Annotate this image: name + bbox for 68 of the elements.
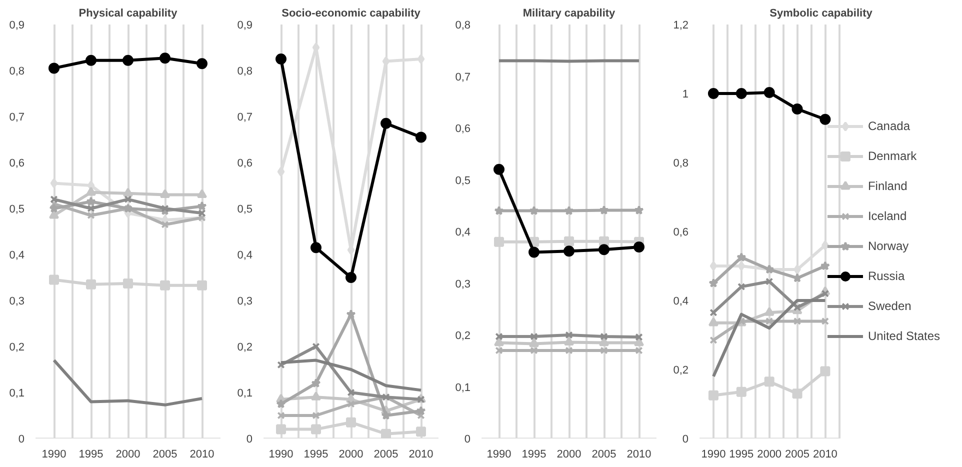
chart-title: Symbolic capability: [770, 8, 874, 20]
x-tick-label: 2005: [592, 448, 616, 460]
y-tick-label: 0,4: [9, 250, 25, 262]
x-tick-label: 2010: [190, 448, 214, 460]
y-tick-label: 0,3: [237, 296, 253, 308]
x-tick-label: 1990: [701, 448, 726, 460]
y-tick-label: 0,3: [455, 278, 471, 290]
legend-label: Russia: [868, 269, 906, 283]
x-tick-label: 2010: [626, 448, 652, 460]
y-tick-label: 0,5: [237, 204, 253, 216]
x-tick-label: 2000: [757, 448, 782, 460]
legend-label: Finland: [868, 179, 908, 193]
x-tick-label: 1990: [486, 448, 512, 460]
y-tick-label: 0,2: [455, 330, 471, 342]
y-tick-label: 0,7: [455, 71, 471, 84]
y-tick-label: 1,2: [673, 20, 689, 32]
y-tick-label: 0,4: [237, 250, 253, 262]
legend-label: United States: [868, 329, 940, 343]
x-tick-label: 2010: [812, 448, 838, 460]
y-tick-label: 0: [464, 434, 471, 446]
y-tick-label: 1: [682, 88, 689, 100]
y-tick-label: 0,2: [673, 364, 689, 376]
y-tick-label: 0,8: [673, 158, 689, 170]
y-tick-label: 0,5: [9, 204, 25, 216]
y-tick-label: 0,9: [9, 20, 25, 32]
y-tick-label: 0: [18, 434, 25, 446]
y-tick-label: 0,1: [455, 382, 471, 394]
x-tick-label: 1995: [304, 448, 328, 460]
y-tick-label: 0,4: [455, 226, 471, 238]
x-tick-label: 2010: [408, 448, 434, 460]
legend-label: Iceland: [868, 209, 908, 223]
legend-label: Norway: [868, 239, 909, 253]
y-tick-label: 0,3: [9, 296, 25, 308]
y-tick-label: 0,8: [237, 66, 253, 78]
x-tick-label: 1990: [42, 448, 66, 460]
x-tick-label: 2000: [338, 448, 364, 460]
y-tick-label: 0,1: [9, 388, 25, 400]
y-tick-label: 0,6: [9, 158, 25, 170]
y-tick-label: 0,1: [237, 388, 253, 400]
y-tick-label: 0: [246, 434, 253, 446]
x-tick-label: 1995: [729, 448, 754, 460]
x-tick-label: 1995: [78, 448, 104, 460]
x-tick-label: 1990: [268, 448, 294, 460]
legend-label: Denmark: [868, 149, 917, 163]
y-tick-label: 0,6: [673, 226, 689, 238]
y-tick-label: 0,7: [9, 112, 25, 124]
y-tick-label: 0,7: [237, 112, 253, 124]
chart-title: Military capability: [522, 8, 616, 20]
y-tick-label: 0,6: [237, 158, 253, 170]
y-tick-label: 0,9: [237, 20, 253, 32]
chart-title: Physical capability: [78, 8, 178, 20]
x-tick-label: 2005: [152, 448, 178, 460]
legend-label: Sweden: [868, 299, 912, 313]
y-tick-label: 0: [682, 434, 689, 446]
x-tick-label: 2000: [556, 448, 582, 460]
y-tick-label: 0,6: [455, 123, 471, 135]
x-tick-label: 2000: [116, 448, 140, 460]
y-tick-label: 0,2: [237, 342, 253, 354]
y-tick-label: 0,5: [455, 174, 471, 187]
x-tick-label: 2005: [374, 448, 398, 460]
chart-title: Socio-economic capability: [282, 8, 422, 20]
y-tick-label: 0,2: [9, 342, 25, 354]
legend-label: Canada: [868, 119, 910, 133]
x-tick-label: 2005: [785, 448, 810, 460]
x-tick-label: 1995: [522, 448, 546, 460]
y-tick-label: 0,8: [9, 66, 25, 78]
y-tick-label: 0,8: [455, 20, 471, 32]
y-tick-label: 0,4: [673, 296, 689, 308]
